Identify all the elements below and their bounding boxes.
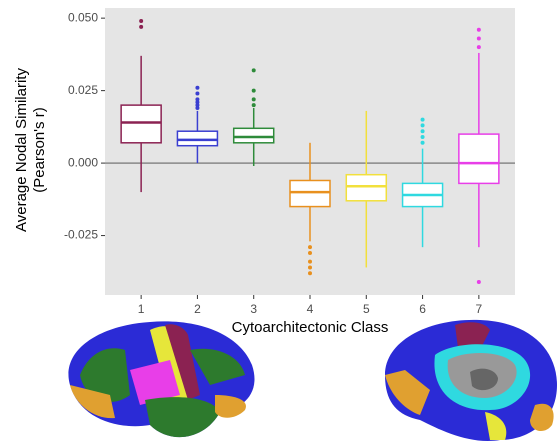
outlier — [139, 24, 144, 29]
brain-lateral — [68, 321, 255, 438]
outlier — [420, 117, 425, 122]
y-tick-label: 0.050 — [68, 10, 98, 24]
x-tick-label: 7 — [476, 302, 483, 316]
outlier — [308, 250, 312, 255]
outlier — [251, 88, 256, 93]
outlier — [420, 135, 425, 140]
x-axis-title: Cytoarchitectonic Class — [232, 319, 389, 336]
outlier — [476, 27, 481, 32]
x-tick-label: 4 — [307, 302, 314, 316]
outlier — [476, 279, 481, 284]
brain-medial — [385, 319, 557, 441]
outlier — [195, 97, 200, 102]
outlier — [195, 106, 200, 111]
y-tick-label: -0.025 — [64, 228, 98, 242]
outlier — [195, 103, 200, 108]
outlier — [308, 245, 312, 250]
box — [345, 173, 388, 202]
outlier — [420, 140, 425, 145]
x-tick-label: 1 — [138, 302, 145, 316]
y-axis-title: (Pearson's r) — [31, 107, 48, 192]
box — [289, 179, 331, 208]
x-tick-label: 3 — [250, 302, 257, 316]
outlier — [251, 68, 256, 73]
box — [120, 104, 162, 144]
box — [176, 130, 219, 147]
y-tick-label: 0.000 — [68, 155, 98, 169]
outlier — [195, 100, 200, 105]
x-tick-label: 6 — [419, 302, 426, 316]
outlier — [420, 129, 425, 134]
outlier — [251, 103, 256, 108]
outlier — [476, 45, 481, 50]
outlier — [308, 271, 312, 276]
outlier — [195, 85, 200, 90]
outlier — [195, 91, 200, 96]
outlier — [420, 123, 425, 128]
box — [232, 127, 275, 144]
outlier — [251, 97, 256, 102]
y-axis-title: Average Nodal Similarity — [13, 68, 30, 232]
y-tick-label: 0.025 — [68, 83, 98, 97]
outlier — [476, 36, 481, 41]
outlier — [308, 265, 312, 270]
outlier — [308, 259, 312, 264]
box — [458, 133, 500, 185]
x-tick-label: 2 — [194, 302, 201, 316]
x-tick-label: 5 — [363, 302, 370, 316]
outlier — [139, 19, 144, 24]
